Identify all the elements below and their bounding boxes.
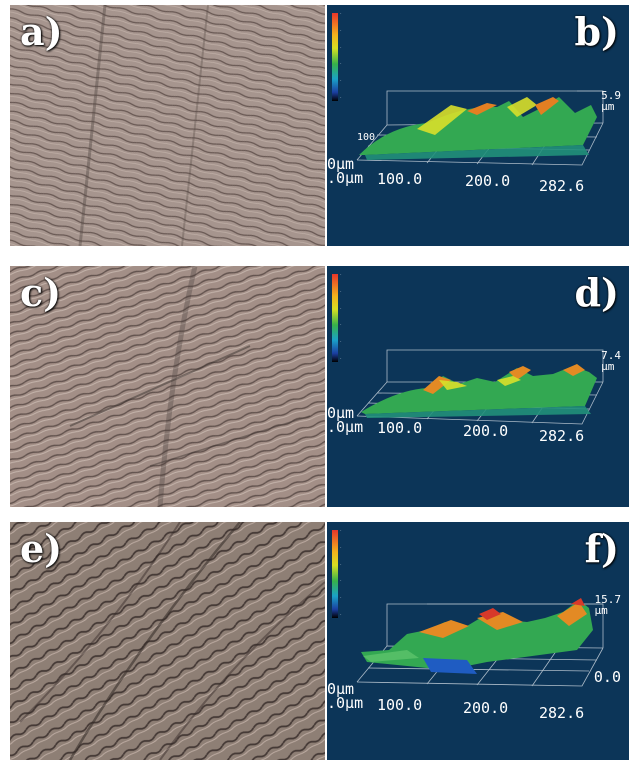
micrograph-a: a)	[10, 5, 325, 246]
z-unit: μm	[601, 360, 615, 373]
colorbar-ticks: · · · · · ·	[340, 11, 342, 101]
surface-profile-d: · · · · · · d) 7.4 μm 0μm .0μm 100.0 200.0 28…	[327, 266, 629, 507]
surface-texture-a	[10, 5, 325, 246]
panel-label-a: a)	[20, 9, 63, 54]
z-max-readout-d: 7.4 μm	[601, 350, 621, 372]
origin-top-f: 0μm	[327, 680, 355, 698]
origin-top-d: 0μm	[327, 404, 355, 422]
colorbar-ticks: · · · · · ·	[340, 528, 342, 618]
panel-label-d: d)	[574, 270, 619, 315]
profile-plot-f	[356, 598, 604, 687]
z-max-readout-b: 5.9 μm	[601, 90, 621, 112]
origin-top-b: 0μm	[327, 155, 355, 173]
z-max-value: 5.9	[601, 89, 621, 102]
x-tick-200-f: 200.0	[463, 699, 509, 717]
z-max-value: 15.7	[594, 593, 622, 606]
origin-bottom-f: .0μm	[327, 694, 364, 712]
z-max-value: 7.4	[601, 349, 621, 362]
surface-texture-c	[10, 266, 325, 507]
surface-texture-e	[10, 522, 325, 760]
x-tick-100-d: 100.0	[377, 419, 423, 437]
surface-profile-b: · · · · · · b) 5.9 μm 100 0μm .0μm 100.0 200.…	[327, 5, 629, 246]
height-colorbar	[332, 13, 338, 101]
surface-profile-f: · · · · · · f) 15.7 μm 0.0 0μm .0μm 100.0 200…	[327, 522, 629, 760]
profile-plot-d	[356, 349, 604, 425]
z-max-readout-f: 15.7 μm	[595, 594, 622, 616]
height-colorbar	[332, 274, 338, 362]
height-colorbar	[332, 530, 338, 618]
z-unit: μm	[601, 100, 615, 113]
x-tick-282-d: 282.6	[539, 427, 585, 445]
x-tick-200-b: 200.0	[465, 172, 511, 190]
colorbar-ticks: · · · · · ·	[340, 272, 342, 362]
micrograph-c: c)	[10, 266, 325, 507]
micrograph-e: e)	[10, 522, 325, 760]
profile-plot-b	[356, 90, 604, 166]
z-unit: μm	[594, 604, 608, 617]
z-min-f: 0.0	[593, 668, 621, 686]
x-tick-200-d: 200.0	[463, 422, 509, 440]
x-tick-282-b: 282.6	[539, 177, 585, 195]
x-tick-100-b: 100.0	[377, 170, 423, 188]
panel-label-c: c)	[20, 270, 62, 315]
y-mark-b: 100	[357, 132, 376, 143]
panel-label-f: f)	[584, 526, 619, 571]
panel-label-e: e)	[20, 526, 63, 571]
x-tick-100-f: 100.0	[377, 696, 423, 714]
origin-bottom-b: .0μm	[327, 169, 364, 187]
origin-bottom-d: .0μm	[327, 418, 364, 436]
x-tick-282-f: 282.6	[539, 704, 585, 722]
panel-label-b: b)	[574, 9, 619, 54]
